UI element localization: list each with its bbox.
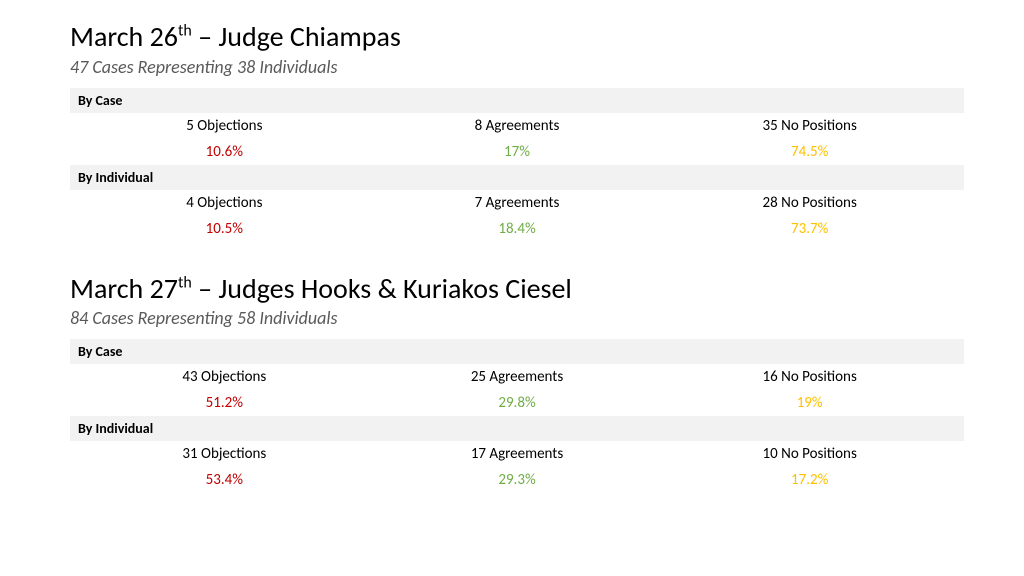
group-header: By Individual [70, 165, 964, 190]
nopositions-percent: 17.2% [663, 471, 956, 489]
agreements-percent: 29.3% [371, 471, 664, 489]
section-title: March 27th – Judges Hooks & Kuriakos Cie… [70, 272, 964, 306]
agreements-count: 17 Agreements [371, 445, 664, 463]
objections-percent: 10.6% [78, 143, 371, 161]
percent-row: 10.5% 18.4% 73.7% [70, 216, 964, 242]
title-date: March 27 [70, 271, 178, 306]
section-subtitle: 47 Cases Representing 38 Individuals [70, 56, 964, 78]
title-ordinal: th [178, 22, 192, 41]
title-ordinal: th [178, 273, 192, 292]
percent-row: 51.2% 29.8% 19% [70, 390, 964, 416]
title-date: March 26 [70, 19, 178, 54]
section-march-26: March 26th – Judge Chiampas 47 Cases Rep… [70, 20, 964, 242]
objections-count: 43 Objections [78, 368, 371, 386]
agreements-percent: 17% [371, 143, 664, 161]
objections-count: 5 Objections [78, 117, 371, 135]
nopositions-count: 28 No Positions [663, 194, 956, 212]
objections-percent: 10.5% [78, 220, 371, 238]
group-header: By Case [70, 339, 964, 364]
objections-percent: 51.2% [78, 394, 371, 412]
section-title: March 26th – Judge Chiampas [70, 20, 964, 54]
agreements-percent: 29.8% [371, 394, 664, 412]
percent-row: 53.4% 29.3% 17.2% [70, 467, 964, 493]
title-rest: – Judges Hooks & Kuriakos Ciesel [192, 271, 572, 306]
agreements-count: 8 Agreements [371, 117, 664, 135]
group-header: By Case [70, 88, 964, 113]
title-rest: – Judge Chiampas [192, 19, 401, 54]
count-row: 31 Objections 17 Agreements 10 No Positi… [70, 441, 964, 467]
objections-percent: 53.4% [78, 471, 371, 489]
nopositions-count: 35 No Positions [663, 117, 956, 135]
section-march-27: March 27th – Judges Hooks & Kuriakos Cie… [70, 272, 964, 494]
agreements-count: 25 Agreements [371, 368, 664, 386]
objections-count: 31 Objections [78, 445, 371, 463]
agreements-percent: 18.4% [371, 220, 664, 238]
agreements-count: 7 Agreements [371, 194, 664, 212]
nopositions-percent: 73.7% [663, 220, 956, 238]
section-subtitle: 84 Cases Representing 58 Individuals [70, 307, 964, 329]
count-row: 43 Objections 25 Agreements 16 No Positi… [70, 364, 964, 390]
nopositions-percent: 74.5% [663, 143, 956, 161]
group-header: By Individual [70, 416, 964, 441]
nopositions-count: 16 No Positions [663, 368, 956, 386]
nopositions-percent: 19% [663, 394, 956, 412]
count-row: 5 Objections 8 Agreements 35 No Position… [70, 113, 964, 139]
percent-row: 10.6% 17% 74.5% [70, 139, 964, 165]
objections-count: 4 Objections [78, 194, 371, 212]
nopositions-count: 10 No Positions [663, 445, 956, 463]
count-row: 4 Objections 7 Agreements 28 No Position… [70, 190, 964, 216]
